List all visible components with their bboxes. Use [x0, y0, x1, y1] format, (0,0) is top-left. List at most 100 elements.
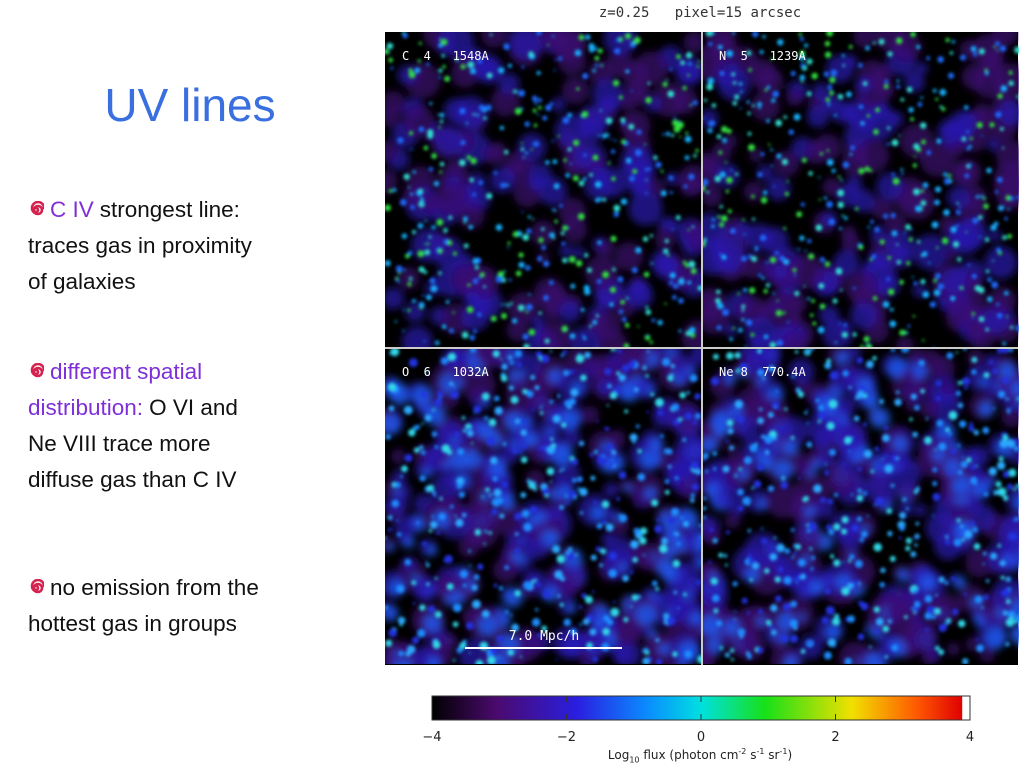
emission-dot [1014, 46, 1019, 54]
emission-dot [920, 122, 927, 129]
emission-dot [432, 640, 441, 649]
haze-blob [392, 486, 401, 496]
emission-dot [703, 98, 707, 102]
emission-dot [999, 560, 1006, 567]
emission-dot [742, 218, 745, 222]
haze-blob [612, 514, 621, 523]
emission-dot [433, 180, 440, 187]
emission-dot [616, 497, 621, 501]
emission-dot [757, 417, 764, 425]
emission-dot [863, 628, 866, 631]
emission-dot [499, 125, 505, 131]
emission-dot [920, 388, 925, 394]
haze-blob [586, 353, 613, 380]
haze-blob [714, 163, 740, 188]
emission-dot [1000, 575, 1005, 580]
emission-dot [559, 504, 564, 510]
emission-dot [775, 119, 782, 127]
emission-dot [904, 331, 908, 335]
haze-blob [919, 398, 939, 419]
haze-blob [962, 185, 988, 210]
emission-dot [515, 548, 521, 554]
emission-dot [1008, 468, 1017, 477]
emission-dot [520, 419, 526, 424]
emission-dot [428, 167, 434, 172]
emission-dot [826, 358, 831, 364]
emission-dot [790, 600, 797, 608]
emission-dot [973, 429, 980, 436]
emission-dot [712, 451, 717, 456]
emission-dot [978, 215, 983, 220]
emission-dot [407, 308, 411, 312]
emission-dot [546, 467, 555, 476]
emission-dot [676, 542, 681, 546]
emission-dot [741, 597, 748, 604]
emission-dot [479, 641, 489, 651]
emission-dot [995, 111, 1002, 118]
emission-dot [900, 168, 904, 171]
haze-blob [480, 491, 491, 502]
emission-dot [729, 337, 733, 341]
emission-dot [618, 309, 624, 315]
emission-dot [833, 523, 841, 531]
emission-dot [932, 481, 938, 487]
emission-dot [580, 374, 587, 382]
emission-dot [655, 161, 662, 168]
emission-dot [657, 409, 664, 416]
emission-dot [456, 477, 465, 486]
emission-dot [999, 439, 1009, 449]
emission-dot [685, 52, 693, 59]
haze-blob [402, 105, 435, 138]
emission-dot [621, 317, 627, 322]
emission-dot [862, 81, 868, 86]
haze-blob [590, 505, 606, 521]
emission-dot [887, 51, 893, 57]
emission-dot [934, 199, 940, 206]
emission-dot [504, 565, 509, 570]
emission-dot [538, 447, 541, 451]
emission-dot [879, 399, 884, 404]
emission-dot [605, 523, 614, 532]
emission-dot [498, 586, 504, 591]
emission-dot [757, 464, 764, 471]
emission-dot [402, 329, 405, 332]
emission-dot [436, 390, 444, 398]
emission-dot [581, 334, 585, 338]
emission-dot [609, 302, 614, 307]
emission-dot [804, 43, 809, 48]
haze-blob [874, 32, 907, 52]
emission-dot [948, 410, 958, 420]
emission-dot [970, 464, 976, 470]
slide-title: UV lines [104, 79, 276, 131]
emission-dot [1009, 348, 1014, 353]
emission-dot [543, 295, 549, 301]
emission-dot [835, 267, 843, 275]
emission-dot [824, 470, 830, 476]
emission-dot [532, 108, 537, 113]
haze-blob [993, 161, 1019, 196]
haze-blob [619, 95, 636, 112]
haze-blob [502, 587, 523, 608]
emission-dot [754, 442, 758, 446]
emission-dot [882, 625, 890, 633]
emission-dot [837, 201, 844, 209]
emission-dot [790, 528, 795, 532]
emission-dot [759, 234, 767, 242]
emission-dot [600, 64, 604, 67]
emission-dot [806, 58, 813, 65]
emission-dot [565, 328, 568, 331]
emission-dot [829, 76, 836, 84]
emission-dot [504, 610, 509, 614]
emission-dot [427, 605, 436, 613]
emission-dot [416, 521, 420, 525]
emission-dot [562, 117, 570, 124]
emission-dot [906, 261, 911, 266]
emission-dot [420, 450, 426, 456]
emission-dot [670, 363, 676, 369]
emission-dot [716, 302, 724, 310]
emission-dot [956, 201, 959, 205]
emission-dot [874, 446, 880, 452]
emission-dot [501, 312, 507, 319]
bullet-text: Ne VIII trace more [28, 431, 211, 456]
emission-dot [784, 548, 791, 554]
